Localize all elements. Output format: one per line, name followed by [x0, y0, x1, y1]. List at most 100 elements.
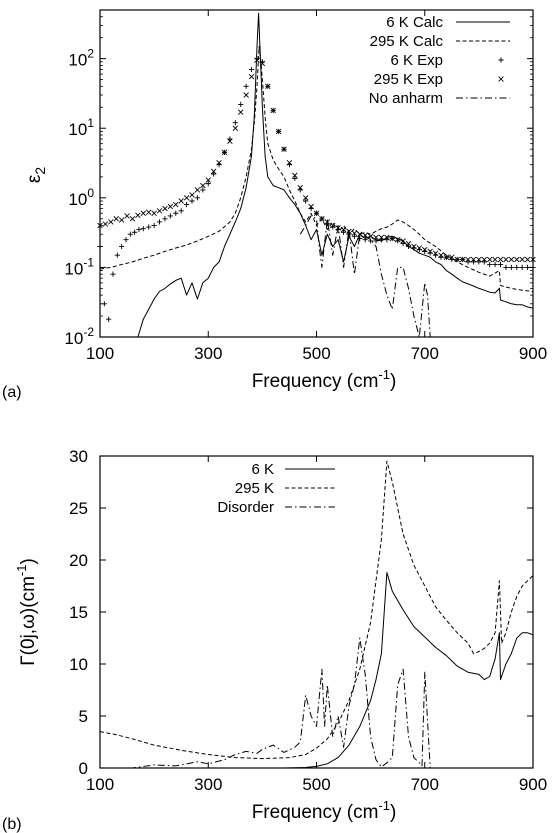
panel-a-legend-label-3: 295 K Exp — [374, 71, 443, 88]
panel-a-series-3-point-54 — [389, 235, 395, 242]
panel-a-series-3-point-26 — [238, 109, 244, 115]
panel-a-series-3-point-61 — [427, 248, 433, 255]
panel-a-series-3-point-72 — [486, 256, 493, 263]
panel-a-series-2-point-47 — [340, 229, 347, 235]
panel-b-y-tick-label-1: 5 — [79, 707, 88, 726]
panel-a-y-tick-label-0: 102 — [68, 47, 94, 70]
panel-a-series-3-point-33 — [275, 128, 282, 135]
panel-b-y-tick-label-5: 25 — [69, 499, 88, 518]
panel-a-series-2 — [97, 56, 536, 322]
panel-a-series-3-point-50 — [367, 233, 374, 240]
panel-a-series-2-point-9 — [136, 226, 142, 233]
panel-a-y-tick-label-1: 101 — [68, 116, 94, 139]
panel-a-ticks: 100 300 500 700 900 102 101 100 10-1 10-2 — [64, 9, 547, 363]
panel-a-series-3-point-57 — [405, 240, 412, 247]
panel-a-series-2-point-52 — [368, 238, 374, 244]
panel-a-series-3-point-70 — [476, 256, 482, 263]
panel-a-series-3-point-68 — [465, 256, 471, 263]
panel-a-series-3-point-2 — [108, 219, 114, 225]
panel-a-series-2-point-4 — [114, 252, 120, 258]
panel-a-series-2-point-16 — [173, 210, 179, 216]
panel-a-series-2-point-73 — [481, 259, 487, 265]
panel-b-series-1 — [99, 460, 534, 760]
panel-a-series-3-point-63 — [438, 252, 444, 258]
panel-a-series-2-point-70 — [465, 259, 471, 265]
panel-a-series-3-point-74 — [497, 256, 504, 263]
panel-a-series-2-point-20 — [194, 195, 201, 201]
panel-a-series-2-point-30 — [248, 66, 255, 73]
panel-a-series-2-point-71 — [470, 259, 477, 265]
panel-b-y-tick-label-6: 30 — [69, 447, 88, 466]
panel-a-series-3-point-36 — [292, 172, 298, 179]
panel-a-series-3-point-39 — [308, 203, 314, 210]
panel-a-legend-marker-3 — [498, 76, 504, 82]
panel-a-series-2-point-77 — [503, 264, 509, 271]
panel-a-series-3-point-32 — [270, 107, 276, 114]
panel-a-series-2-point-19 — [189, 198, 195, 204]
panel-a-series-3-point-62 — [432, 250, 439, 256]
panel-a-series-2-point-29 — [243, 83, 249, 89]
panel-a-series-3-point-17 — [189, 192, 195, 198]
panel-a-series-2-point-15 — [167, 213, 173, 219]
panel-b-series-2-line — [100, 637, 431, 769]
panel-a-label: (a) — [2, 384, 22, 401]
panel-a-series-3-point-64 — [443, 254, 450, 260]
panel-a-series-2-point-8 — [132, 229, 138, 235]
panel-a-legend-label-2: 6 K Exp — [390, 52, 443, 69]
panel-a-series-3-point-30 — [259, 60, 266, 67]
panel-a-series-3-point-1 — [102, 221, 109, 227]
panel-a-series-2-point-7 — [127, 231, 133, 237]
panel-a-series-2-point-59 — [405, 243, 412, 250]
panel-a-series-0 — [137, 12, 534, 338]
panel-b-legend-label-1: 295 K — [235, 480, 274, 497]
panel-a-x-tick-label-1: 300 — [194, 344, 222, 363]
panel-a-series-2-point-78 — [508, 264, 514, 271]
panel-b-x-axis-label: Frequency (cm-1) — [252, 798, 397, 823]
panel-a-series-2-point-80 — [519, 264, 525, 271]
panel-a-series-3-point-79 — [524, 256, 531, 263]
panel-a-series-3-point-60 — [422, 246, 428, 253]
panel-a-series-3-point-21 — [210, 168, 217, 175]
panel-a-series-3-point-18 — [194, 187, 201, 193]
panel-a-series-2-point-38 — [292, 175, 298, 182]
panel-a-series-2-point-11 — [146, 224, 152, 230]
panel-a-series-3-point-76 — [508, 256, 515, 263]
panel-a-series-2-point-79 — [514, 264, 520, 271]
panel-a-series-3-point-77 — [514, 256, 520, 263]
panel-a-legend-label-4: No anharm — [369, 90, 443, 107]
panel-b-legend-label-0: 6 K — [251, 461, 274, 478]
panel-a-series-2-point-50 — [357, 235, 363, 242]
panel-a-series-3-point-34 — [281, 146, 287, 152]
panel-a-series-3-point-24 — [227, 138, 233, 144]
panel-a-series-3-point-28 — [248, 73, 255, 80]
panel-b-x-tick-label-2: 500 — [302, 775, 330, 794]
panel-a-series-3-point-6 — [129, 216, 136, 222]
panel-a-series-3-point-31 — [265, 83, 271, 90]
panel-b-legend: 6 K 295 K Disorder — [217, 461, 335, 516]
panel-a-series-3-point-25 — [232, 125, 239, 131]
panel-b: 100 300 500 700 900 0 5 10 15 20 25 30 Frequency (c… — [2, 447, 547, 833]
panel-a-series-3-point-40 — [313, 210, 320, 216]
panel-a-series-2-point-53 — [373, 238, 379, 244]
panel-a-series-4 — [299, 215, 431, 338]
panel-a-series-3-point-41 — [319, 216, 325, 222]
panel-b-y-axis-label: Γ(0j,ω)(cm-1) — [14, 558, 39, 666]
panel-a-series-3-point-16 — [183, 195, 190, 201]
panel-a-series-3-point-66 — [454, 256, 460, 263]
panel-a-series-3-point-55 — [394, 236, 401, 243]
panel-b-x-tick-label-4: 900 — [519, 775, 547, 794]
panel-a-x-axis-label: Frequency (cm-1) — [252, 367, 397, 392]
panel-b-series-2 — [100, 637, 431, 769]
panel-a-series-2-point-13 — [156, 219, 163, 225]
panel-a-series-2-point-23 — [211, 171, 217, 177]
panel-b-legend-label-2: Disorder — [217, 499, 274, 516]
panel-a-series-layer — [97, 12, 536, 338]
panel-a-series-2-point-12 — [151, 222, 157, 229]
panel-a-series-2-point-27 — [232, 120, 238, 126]
panel-a-series-3-point-78 — [519, 256, 525, 263]
panel-a-series-3-point-29 — [254, 57, 260, 63]
panel-a-series-2-point-75 — [492, 261, 498, 268]
panel-a-series-3-point-38 — [302, 195, 309, 201]
panel-a-series-3-point-15 — [178, 198, 184, 204]
